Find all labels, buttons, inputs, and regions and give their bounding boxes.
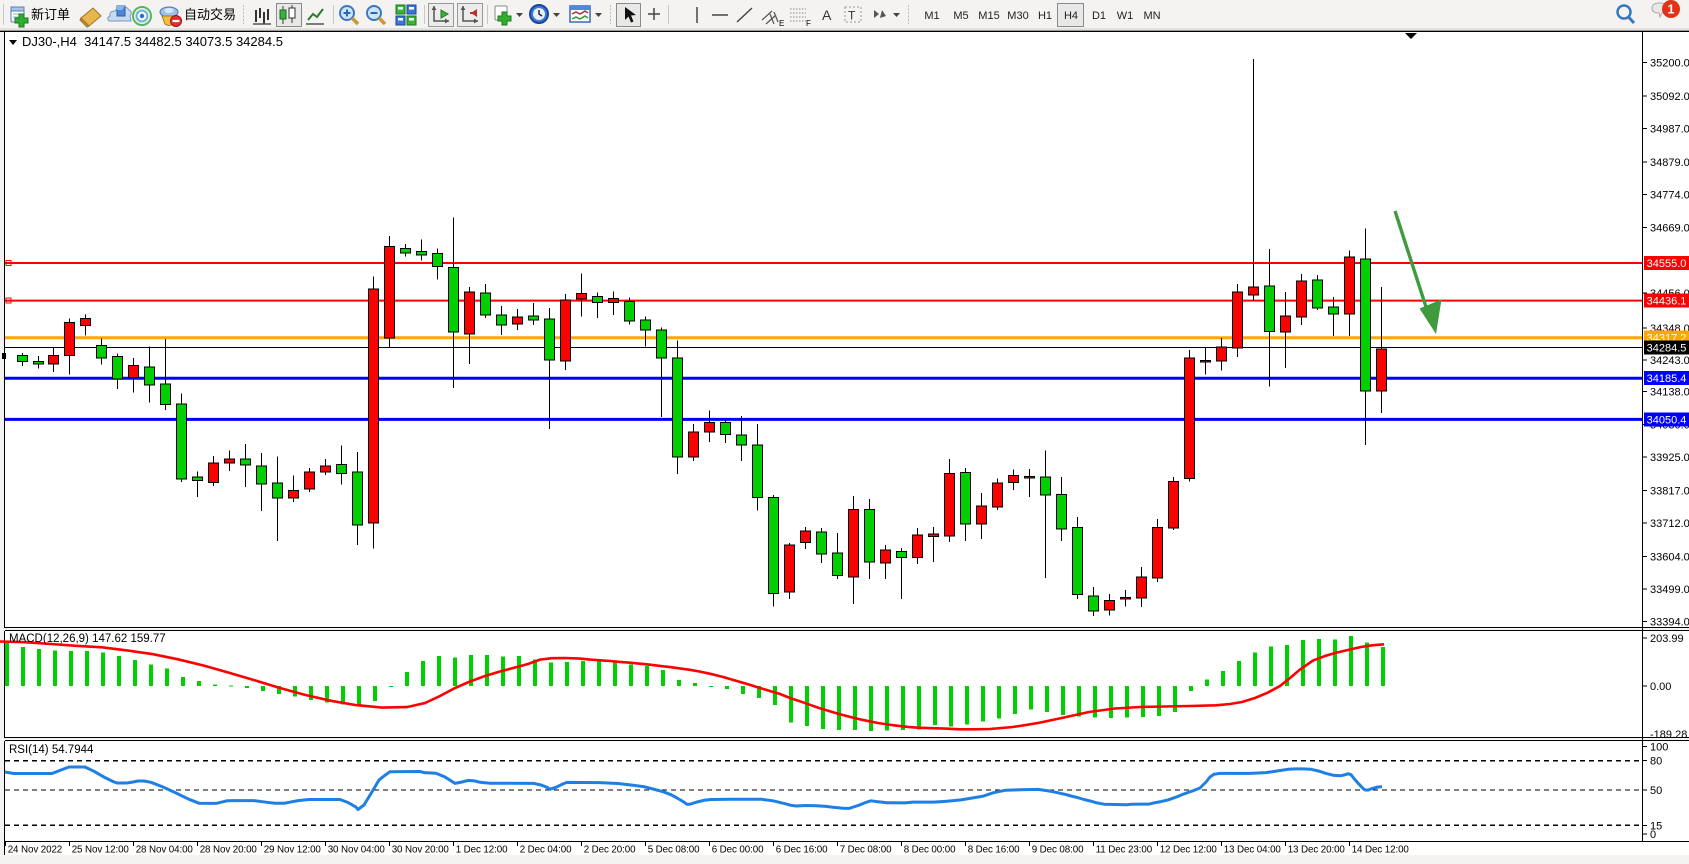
svg-text:28 Nov 04:00: 28 Nov 04:00 (136, 845, 194, 856)
svg-text:M30: M30 (1007, 10, 1028, 22)
svg-text:6 Dec 00:00: 6 Dec 00:00 (712, 845, 764, 856)
svg-text:34987.0: 34987.0 (1650, 124, 1689, 136)
svg-text:25 Nov 12:00: 25 Nov 12:00 (72, 845, 130, 856)
svg-text:D1: D1 (1092, 10, 1106, 22)
svg-text:13 Dec 20:00: 13 Dec 20:00 (1288, 845, 1346, 856)
svg-text:34284.5: 34284.5 (1647, 343, 1687, 355)
svg-text:MACD(12,26,9) 147.62 159.77: MACD(12,26,9) 147.62 159.77 (9, 633, 166, 645)
svg-text:0.00: 0.00 (1650, 681, 1671, 693)
svg-text:8 Dec 16:00: 8 Dec 16:00 (968, 845, 1020, 856)
svg-text:34243.0: 34243.0 (1650, 355, 1689, 367)
svg-text:33712.0: 33712.0 (1650, 518, 1689, 530)
svg-text:自动交易: 自动交易 (184, 7, 236, 22)
svg-text:M1: M1 (924, 10, 939, 22)
svg-text:34050.4: 34050.4 (1647, 414, 1687, 426)
svg-text:30 Nov 20:00: 30 Nov 20:00 (392, 845, 450, 856)
svg-text:9 Dec 08:00: 9 Dec 08:00 (1032, 845, 1084, 856)
svg-text:M15: M15 (978, 10, 999, 22)
svg-text:30 Nov 04:00: 30 Nov 04:00 (328, 845, 386, 856)
svg-text:RSI(14) 54.7944: RSI(14) 54.7944 (9, 744, 94, 756)
svg-text:11 Dec 23:00: 11 Dec 23:00 (1096, 845, 1153, 856)
svg-text:2 Dec 20:00: 2 Dec 20:00 (584, 845, 636, 856)
svg-text:1 Dec 12:00: 1 Dec 12:00 (456, 845, 508, 856)
svg-text:33817.0: 33817.0 (1650, 485, 1689, 497)
svg-text:34669.0: 34669.0 (1650, 222, 1689, 234)
svg-text:24 Nov 2022: 24 Nov 2022 (8, 845, 62, 856)
svg-text:14 Dec 12:00: 14 Dec 12:00 (1352, 845, 1410, 856)
svg-text:34436.1: 34436.1 (1647, 296, 1687, 308)
svg-text:35092.0: 35092.0 (1650, 91, 1689, 103)
svg-text:33925.0: 33925.0 (1650, 452, 1689, 464)
svg-text:W1: W1 (1117, 10, 1134, 22)
svg-text:35200.0: 35200.0 (1650, 58, 1689, 70)
svg-text:E: E (779, 19, 784, 28)
svg-text:12 Dec 12:00: 12 Dec 12:00 (1160, 845, 1218, 856)
svg-text:M5: M5 (953, 10, 968, 22)
svg-text:0: 0 (1650, 829, 1656, 841)
svg-text:80: 80 (1650, 756, 1662, 768)
svg-text:8 Dec 00:00: 8 Dec 00:00 (904, 845, 956, 856)
svg-text:33499.0: 33499.0 (1650, 584, 1689, 596)
svg-text:34185.4: 34185.4 (1647, 373, 1687, 385)
svg-text:33604.0: 33604.0 (1650, 551, 1689, 563)
svg-text:33394.0: 33394.0 (1650, 616, 1689, 628)
svg-text:H4: H4 (1064, 10, 1078, 22)
svg-text:34774.0: 34774.0 (1650, 190, 1689, 202)
svg-text:34138.0: 34138.0 (1650, 387, 1689, 399)
svg-text:-189.28: -189.28 (1650, 729, 1687, 741)
svg-text:203.99: 203.99 (1650, 633, 1684, 645)
svg-text:34555.0: 34555.0 (1647, 258, 1687, 270)
svg-text:6 Dec 16:00: 6 Dec 16:00 (776, 845, 828, 856)
svg-text:T: T (848, 9, 856, 23)
svg-text:7 Dec 08:00: 7 Dec 08:00 (840, 845, 892, 856)
svg-text:新订单: 新订单 (31, 7, 70, 22)
svg-text:5 Dec 08:00: 5 Dec 08:00 (648, 845, 700, 856)
svg-text:100: 100 (1650, 742, 1668, 754)
svg-text:15: 15 (1650, 820, 1662, 832)
svg-text:MN: MN (1143, 10, 1160, 22)
svg-text:H1: H1 (1038, 10, 1052, 22)
svg-text:28 Nov 20:00: 28 Nov 20:00 (200, 845, 258, 856)
svg-text:50: 50 (1650, 785, 1662, 797)
svg-text:13 Dec 04:00: 13 Dec 04:00 (1224, 845, 1282, 856)
svg-text:2 Dec 04:00: 2 Dec 04:00 (520, 845, 572, 856)
svg-text:F: F (806, 19, 811, 28)
svg-text:A: A (822, 7, 832, 23)
svg-text:29 Nov 12:00: 29 Nov 12:00 (264, 845, 322, 856)
svg-text:1: 1 (1668, 3, 1675, 17)
svg-text:DJ30-,H4 34147.5 34482.5 3407: DJ30-,H4 34147.5 34482.5 34073.5 34284.5 (22, 34, 283, 49)
svg-text:34879.0: 34879.0 (1650, 157, 1689, 169)
